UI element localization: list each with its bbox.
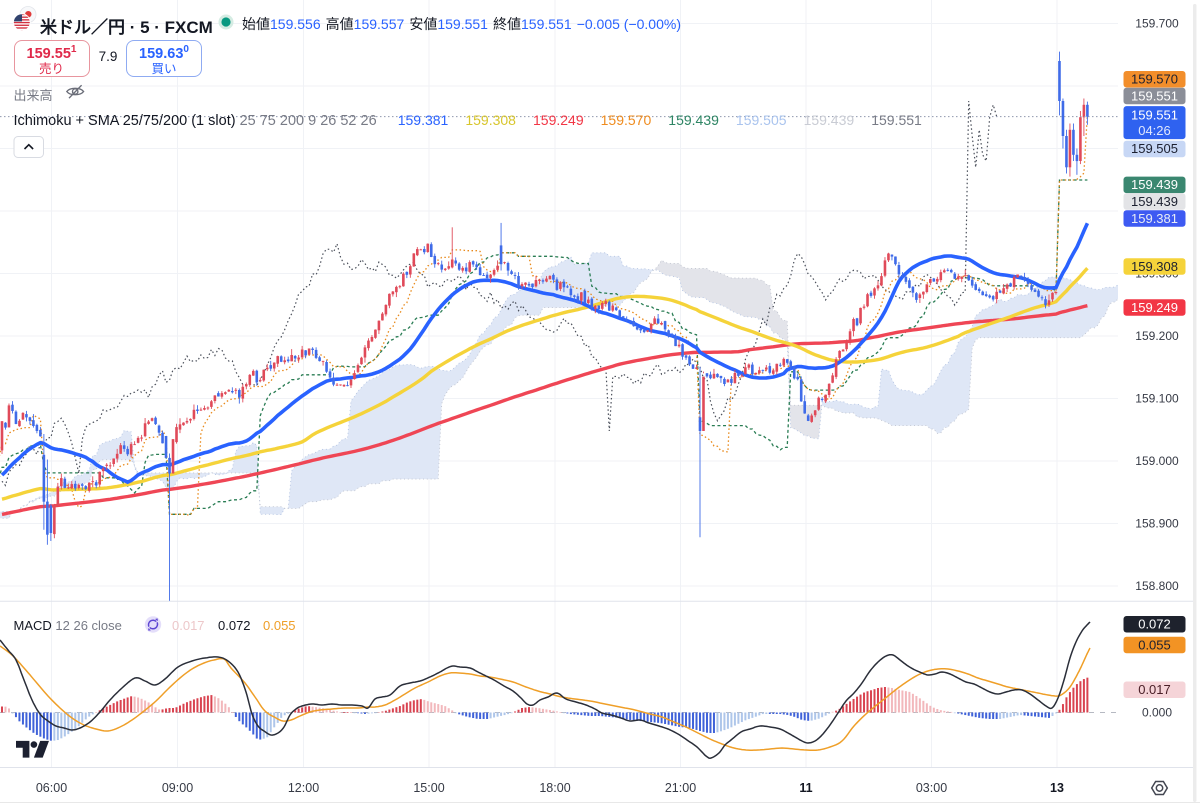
svg-text:159.381: 159.381 xyxy=(1131,211,1178,226)
svg-text:159.200: 159.200 xyxy=(1135,329,1179,343)
svg-text:0.000: 0.000 xyxy=(1142,706,1172,720)
svg-text:21:00: 21:00 xyxy=(665,781,696,795)
svg-text:159.100: 159.100 xyxy=(1135,392,1179,406)
svg-text:159.308: 159.308 xyxy=(1131,259,1178,274)
svg-text:158.900: 158.900 xyxy=(1135,517,1179,531)
svg-text:0.017: 0.017 xyxy=(1138,682,1171,697)
svg-text:15:00: 15:00 xyxy=(413,781,444,795)
svg-text:09:00: 09:00 xyxy=(162,781,193,795)
svg-text:0.055: 0.055 xyxy=(1138,637,1171,652)
svg-text:0.072: 0.072 xyxy=(1138,617,1171,632)
svg-text:159.439: 159.439 xyxy=(1131,194,1178,209)
svg-text:04:26: 04:26 xyxy=(1138,123,1171,138)
svg-text:12:00: 12:00 xyxy=(288,781,319,795)
svg-text:03:00: 03:00 xyxy=(916,781,947,795)
svg-text:159.505: 159.505 xyxy=(1131,141,1178,156)
svg-text:158.800: 158.800 xyxy=(1135,579,1179,593)
svg-text:159.570: 159.570 xyxy=(1131,72,1178,87)
svg-text:13: 13 xyxy=(1050,781,1064,795)
svg-text:11: 11 xyxy=(799,781,812,795)
svg-text:159.000: 159.000 xyxy=(1135,454,1179,468)
svg-text:06:00: 06:00 xyxy=(36,781,67,795)
svg-text:159.551: 159.551 xyxy=(1131,107,1178,122)
svg-text:18:00: 18:00 xyxy=(539,781,570,795)
svg-text:159.249: 159.249 xyxy=(1131,300,1178,315)
svg-text:159.551: 159.551 xyxy=(1131,88,1178,103)
svg-text:159.700: 159.700 xyxy=(1135,17,1179,31)
svg-text:159.439: 159.439 xyxy=(1131,177,1178,192)
